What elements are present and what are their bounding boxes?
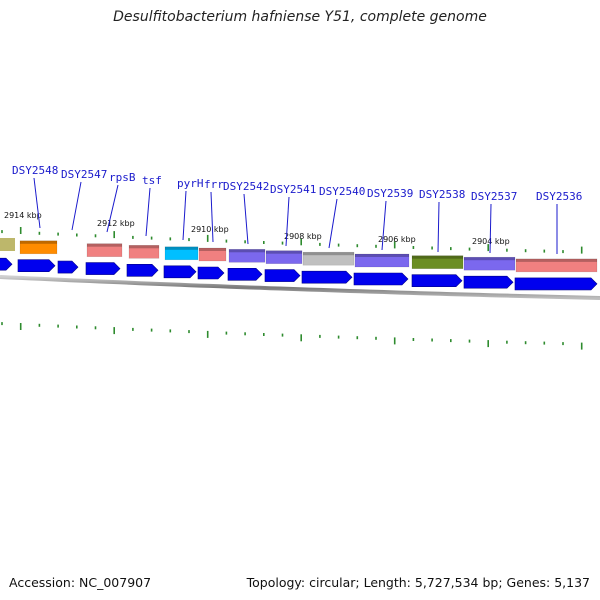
feature-box-shade — [303, 252, 354, 256]
gene-label-frr[interactable]: frr — [204, 178, 224, 191]
cds-track — [0, 257, 598, 291]
feature-box-shade — [199, 248, 226, 251]
feature-box-shade — [87, 243, 122, 247]
gene-label-rpsB[interactable]: rpsB — [109, 171, 136, 184]
cds-arrow — [85, 262, 121, 275]
feature-box-shade — [229, 249, 265, 253]
feature-box-shade — [165, 246, 198, 250]
cds-arrow — [57, 260, 79, 274]
feature-box — [86, 243, 123, 257]
kbp-labels: 2914 kbp 2912 kbp 2910 kbp 2908 kbp 2906… — [4, 211, 510, 246]
gene-label-leaders — [33, 177, 558, 254]
gene-label-DSY2548[interactable]: DSY2548 — [12, 164, 58, 177]
cds-arrow — [514, 277, 598, 291]
feature-box — [463, 256, 516, 271]
gene-labels: DSY2548 DSY2547 rpsB tsf pyrH frr DSY254… — [12, 164, 582, 203]
feature-box-shade — [516, 258, 597, 262]
cds-arrow — [301, 270, 353, 284]
gene-label-DSY2541[interactable]: DSY2541 — [270, 183, 316, 196]
feature-box — [128, 245, 160, 259]
kbp-label: 2914 kbp — [4, 211, 42, 220]
gene-label-tsf[interactable]: tsf — [142, 174, 162, 187]
feature-box-shade — [464, 257, 515, 261]
cds-arrow — [0, 257, 13, 271]
feature-box — [228, 249, 266, 263]
cds-arrow — [353, 272, 409, 286]
leader-line — [328, 198, 338, 249]
feature-box-shade — [412, 255, 463, 259]
outer-tick-marks — [1, 227, 583, 254]
gene-label-DSY2538[interactable]: DSY2538 — [419, 188, 465, 201]
feature-box — [515, 258, 598, 273]
gene-label-DSY2539[interactable]: DSY2539 — [367, 187, 413, 200]
gene-label-DSY2542[interactable]: DSY2542 — [223, 180, 269, 193]
gene-label-DSY2537[interactable]: DSY2537 — [471, 190, 517, 203]
cds-arrow — [197, 266, 225, 280]
gene-label-DSY2540[interactable]: DSY2540 — [319, 185, 365, 198]
gene-label-pyrH[interactable]: pyrH — [177, 177, 204, 190]
gene-label-DSY2536[interactable]: DSY2536 — [536, 190, 582, 203]
feature-box-shade — [355, 254, 409, 257]
leader-line — [106, 184, 119, 233]
gene-label-DSY2547[interactable]: DSY2547 — [61, 168, 107, 181]
leader-line — [381, 200, 387, 251]
cds-arrow — [411, 274, 463, 288]
feature-box-shade — [266, 250, 302, 254]
cds-arrow — [463, 275, 514, 289]
kbp-label: 2906 kbp — [378, 235, 416, 244]
leader-line — [489, 203, 492, 254]
feature-box — [411, 255, 464, 269]
kbp-label: 2910 kbp — [191, 225, 229, 234]
leader-line — [285, 196, 290, 247]
map-title: Desulfitobacterium hafniense Y51, comple… — [113, 9, 487, 25]
leader-line — [210, 191, 214, 243]
feature-box — [164, 246, 199, 261]
feature-box-shade — [20, 240, 57, 244]
kbp-label: 2904 kbp — [472, 237, 510, 246]
feature-track — [0, 238, 598, 273]
genome-backbone — [0, 275, 600, 300]
inner-tick-marks — [1, 322, 583, 350]
feature-box — [354, 253, 410, 268]
feature-box-shade — [129, 245, 159, 249]
leader-line — [71, 181, 82, 231]
leader-line — [243, 193, 249, 245]
accession-text: Accession: NC_007907 — [9, 575, 152, 590]
cds-arrow — [264, 269, 301, 282]
feature-box — [302, 251, 355, 266]
topology-text: Topology: circular; Length: 5,727,534 bp… — [246, 575, 590, 590]
leader-line — [33, 177, 41, 229]
kbp-label: 2912 kbp — [97, 219, 135, 228]
feature-box — [0, 238, 15, 251]
cds-arrow — [126, 263, 159, 277]
cds-arrow — [227, 267, 263, 281]
cds-arrow — [17, 259, 56, 273]
feature-box — [198, 247, 227, 262]
feature-box — [265, 250, 303, 264]
leader-line — [182, 190, 187, 241]
feature-box — [19, 240, 58, 255]
kbp-label: 2908 kbp — [284, 232, 322, 241]
leader-line — [437, 201, 440, 253]
leader-line — [145, 187, 151, 237]
cds-arrow — [163, 265, 197, 279]
